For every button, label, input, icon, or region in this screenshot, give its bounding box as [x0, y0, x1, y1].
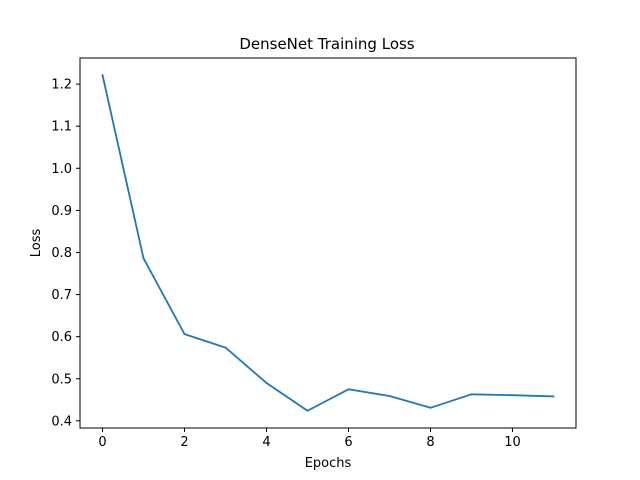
x-tick-label: 2 — [180, 435, 188, 450]
x-tick-label: 0 — [98, 435, 106, 450]
loss-data-point — [101, 74, 104, 77]
y-tick-label: 1.2 — [51, 78, 72, 93]
loss-series-line — [101, 74, 555, 412]
x-axis: 0 2 4 6 8 10 — [98, 428, 521, 450]
y-tick-label: 0.6 — [51, 330, 72, 345]
y-tick-label: 0.7 — [51, 288, 72, 303]
y-tick-label: 1.0 — [51, 162, 72, 177]
x-tick-label: 4 — [262, 435, 270, 450]
loss-data-point — [183, 333, 186, 336]
loss-data-point — [265, 382, 268, 384]
y-tick-label: 0.8 — [51, 246, 72, 261]
x-tick-label: 10 — [504, 435, 521, 450]
x-tick-label: 8 — [426, 435, 434, 450]
x-axis-label: Epochs — [305, 456, 352, 471]
loss-data-point — [142, 257, 145, 260]
loss-data-point — [429, 406, 432, 409]
y-tick-label: 0.4 — [51, 414, 72, 429]
loss-data-point — [552, 395, 555, 398]
y-tick-label: 0.9 — [51, 204, 72, 219]
loss-data-point — [511, 394, 514, 397]
x-tick-label: 6 — [344, 435, 352, 450]
loss-data-point — [388, 395, 391, 397]
chart-title: DenseNet Training Loss — [239, 35, 414, 53]
series-layer — [101, 74, 555, 412]
y-axis: 0.4 0.5 0.6 0.7 0.8 0.9 1.0 1.1 1.2 — [51, 78, 80, 429]
y-tick-label: 0.5 — [51, 372, 72, 387]
loss-data-point — [306, 409, 309, 412]
loss-data-point — [347, 388, 350, 391]
plot-frame — [79, 57, 577, 429]
loss-data-point — [470, 393, 473, 396]
loss-data-point — [224, 346, 227, 349]
y-tick-label: 1.1 — [51, 120, 72, 135]
y-axis-label: Loss — [29, 229, 44, 258]
